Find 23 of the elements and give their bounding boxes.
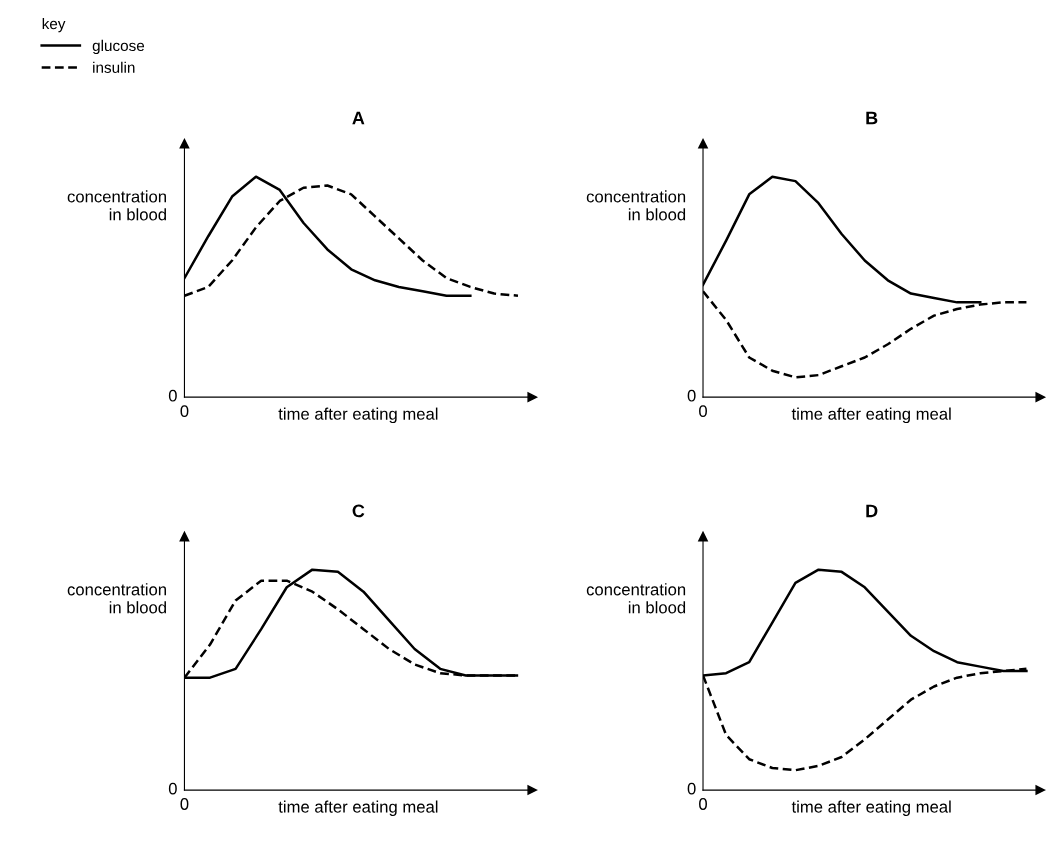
legend-label: insulin (93, 61, 135, 73)
legend-title: key (42, 17, 66, 33)
y-axis-title: concentration in blood (67, 583, 166, 614)
chart-title: C (352, 504, 365, 518)
text: 0 (168, 389, 177, 402)
y-axis-title: concentration in blood (67, 190, 166, 221)
text: 0 (168, 782, 177, 795)
text: 0 (180, 405, 189, 417)
text: 0 (699, 798, 707, 810)
text: 0 (687, 389, 696, 402)
text: 0 (699, 405, 707, 417)
chart-title: D (866, 504, 878, 518)
x-axis-title: time after eating meal (278, 800, 438, 817)
chart-title: A (352, 111, 365, 125)
text: 0 (687, 782, 696, 795)
x-axis-title: time after eating meal (791, 407, 951, 424)
legend-label: glucose (92, 39, 145, 55)
text: 0 (180, 798, 189, 810)
x-axis-title: time after eating meal (278, 407, 438, 424)
y-axis-title: concentration in blood (586, 190, 686, 221)
chart-title: B (866, 111, 878, 125)
y-axis-title: concentration in blood (586, 583, 686, 614)
x-axis-title: time after eating meal (791, 800, 951, 817)
